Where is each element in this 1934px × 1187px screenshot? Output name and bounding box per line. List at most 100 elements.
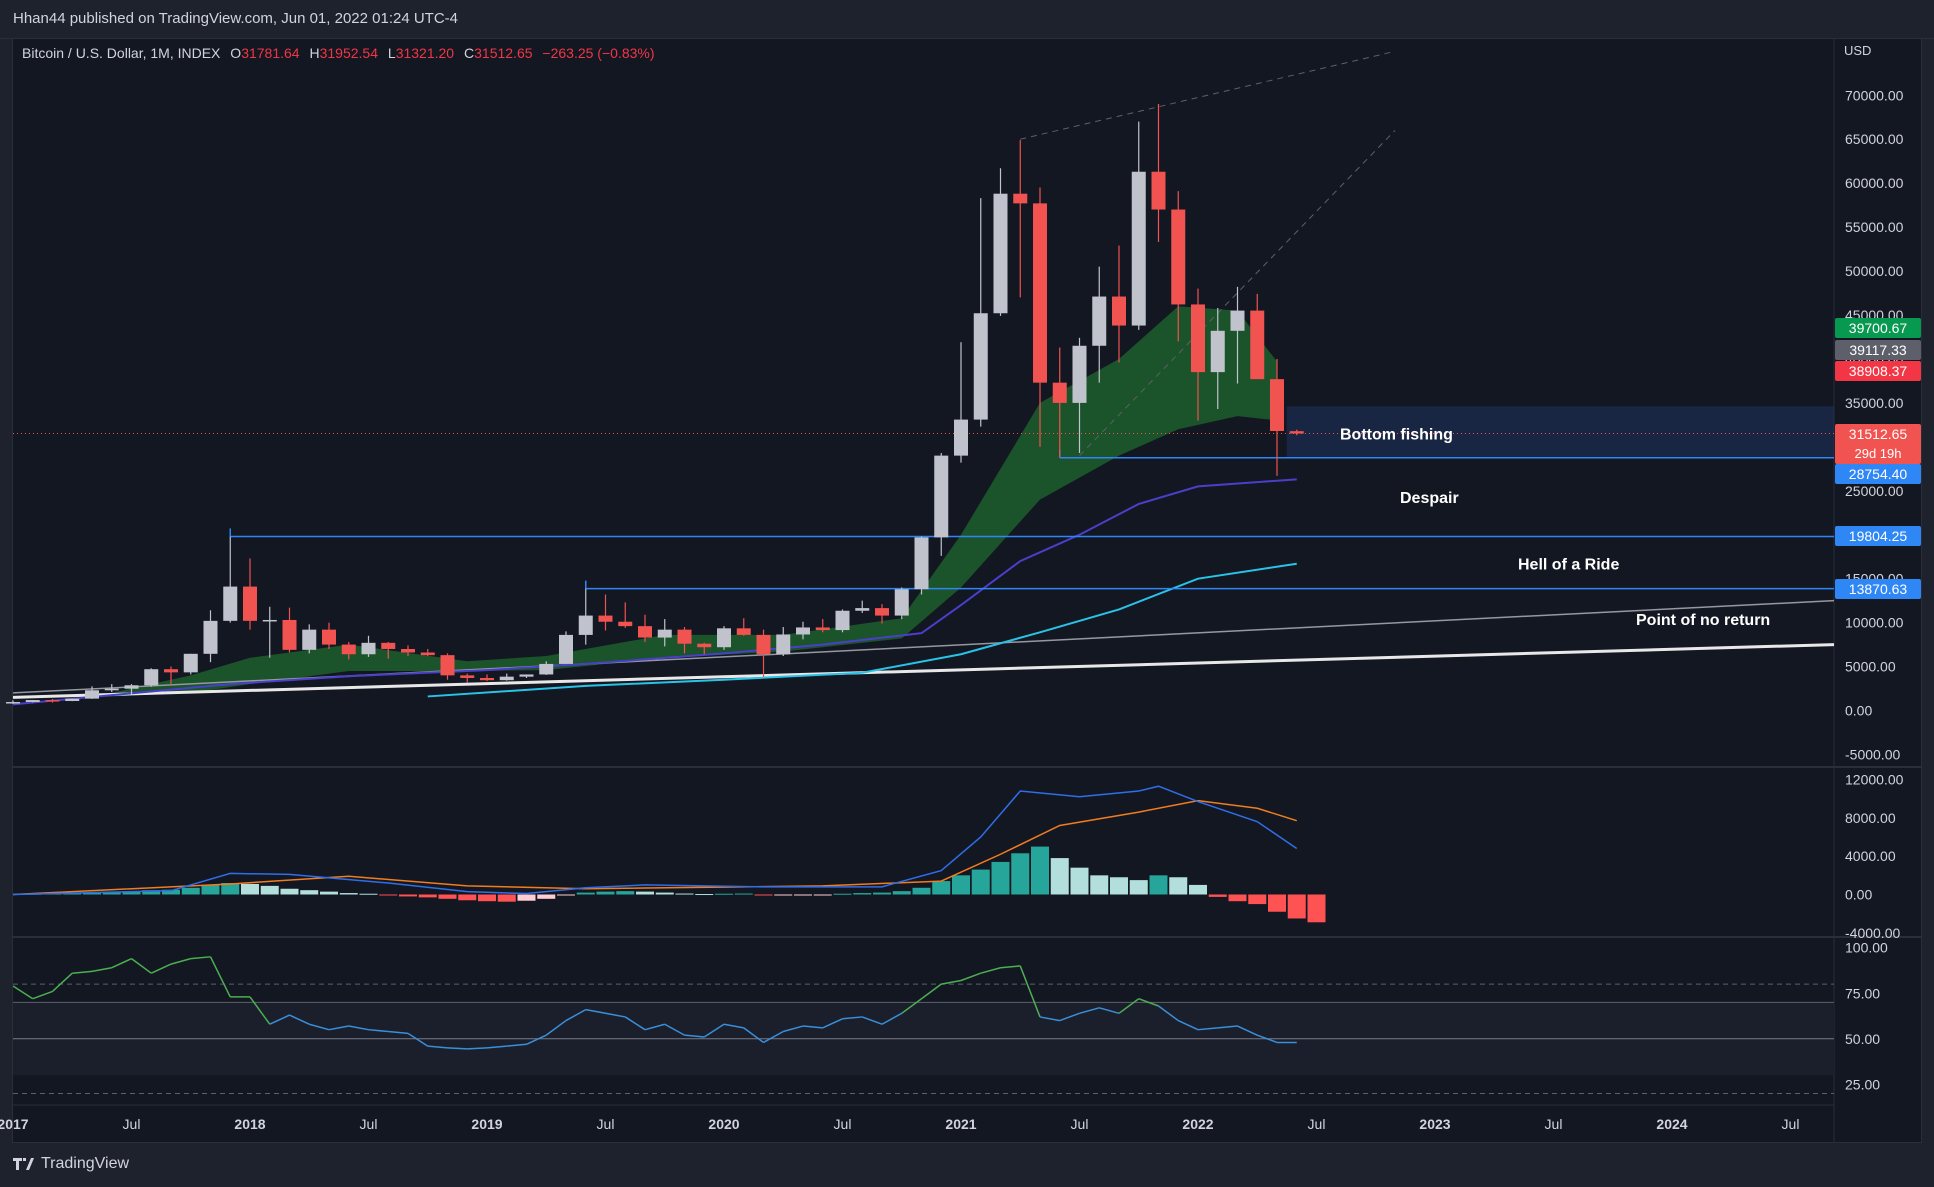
tradingview-brand[interactable]: TradingView <box>13 1155 129 1173</box>
rsi-line-segment <box>822 1018 843 1029</box>
low-label: L <box>387 45 396 61</box>
price-tick-label: 65000.00 <box>1845 131 1904 147</box>
rsi-line-segment <box>664 1023 685 1036</box>
macd-histogram-bar <box>241 883 259 895</box>
macd-histogram-bar <box>1307 894 1326 923</box>
candle-body <box>934 455 949 538</box>
time-tick-label: Jul <box>1782 1116 1800 1132</box>
countdown-label: 29d 19h <box>1855 446 1902 461</box>
time-tick-label: 2023 <box>1419 1116 1450 1132</box>
candle-body <box>1131 171 1146 326</box>
candle-body <box>243 586 257 621</box>
macd-histogram-bar <box>221 883 240 895</box>
candle-body <box>1151 171 1166 210</box>
time-tick-label: 2019 <box>471 1116 502 1132</box>
macd-histogram-bar <box>636 891 654 895</box>
candle-body <box>1171 209 1186 305</box>
time-tick-label: 2024 <box>1656 1116 1687 1132</box>
price-badge <box>1835 424 1921 464</box>
rsi-line-segment <box>565 1008 587 1022</box>
rsi-line-segment <box>348 1025 369 1031</box>
rsi-line-segment <box>249 996 271 1025</box>
candle-body <box>65 698 80 702</box>
candle-body <box>144 669 159 686</box>
time-tick-label: Jul <box>834 1116 852 1132</box>
price-tick-label: 10000.00 <box>1845 615 1904 631</box>
candle-body <box>499 676 514 681</box>
price-badge-label: 13870.63 <box>1849 581 1908 597</box>
rsi-line-segment <box>624 1016 646 1031</box>
rsi-tick-label: 50.00 <box>1845 1031 1880 1047</box>
price-badge <box>1835 526 1921 546</box>
rsi-line-segment <box>1019 965 1041 1018</box>
time-tick-label: 2021 <box>945 1116 976 1132</box>
time-tick-label: Jul <box>1071 1116 1089 1132</box>
candle-body <box>559 634 573 664</box>
price-tick-label: 5000.00 <box>1845 659 1896 675</box>
candle-body <box>796 627 810 635</box>
close-value: 31512.65 <box>474 45 533 61</box>
rsi-line-segment <box>427 1045 448 1049</box>
macd-histogram-bar <box>1228 894 1247 902</box>
rsi-line-segment <box>447 1047 468 1050</box>
macd-histogram-bar <box>596 891 615 895</box>
candle-body <box>1270 379 1284 432</box>
candle-body <box>440 655 455 676</box>
chart-frame <box>12 38 1922 1143</box>
candle-body <box>1033 203 1047 383</box>
rsi-line-segment <box>1000 965 1021 969</box>
rsi-line-segment <box>1158 1005 1179 1022</box>
macd-histogram-bar <box>794 894 812 896</box>
macd-histogram-bar <box>1090 875 1109 895</box>
macd-histogram-bar <box>557 894 575 896</box>
candle-body <box>1230 310 1245 331</box>
rsi-line-segment <box>1197 1027 1218 1031</box>
macd-histogram-bar <box>754 894 773 896</box>
rsi-line-segment <box>783 1025 804 1033</box>
candle-body <box>875 608 889 616</box>
price-tick-label: 0.00 <box>1845 703 1872 719</box>
candle-body <box>1250 310 1265 380</box>
rsi-line-segment <box>901 998 922 1014</box>
candle-body <box>993 193 1008 314</box>
rsi-line-segment <box>269 1014 290 1025</box>
macd-histogram-bar <box>873 892 891 895</box>
candle-body <box>203 620 218 654</box>
rsi-line-segment <box>941 979 962 985</box>
candle-body <box>223 586 238 621</box>
rsi-line-segment <box>545 1019 567 1036</box>
rsi-line-segment <box>980 967 1001 974</box>
macd-histogram-bar <box>655 892 674 895</box>
rsi-line-segment <box>309 1023 330 1031</box>
candle-body <box>736 628 751 635</box>
macd-histogram-bar <box>952 875 970 895</box>
time-tick-label: 2020 <box>708 1116 739 1132</box>
candle-body <box>657 629 672 638</box>
time-tick-label: Jul <box>123 1116 141 1132</box>
macd-histogram-bar <box>576 892 595 895</box>
candle-body <box>85 690 99 699</box>
rsi-line-segment <box>407 1032 429 1047</box>
macd-histogram-bar <box>517 894 536 901</box>
macd-tick-label: 0.00 <box>1845 887 1872 903</box>
macd-histogram-bar <box>616 891 635 895</box>
rsi-line-segment <box>111 957 132 969</box>
rsi-line-segment <box>368 1028 389 1033</box>
bottom-fishing-zone <box>1286 406 1834 458</box>
rsi-line-segment <box>1039 1016 1060 1022</box>
macd-histogram-bar <box>339 893 358 895</box>
candle-body <box>104 688 119 691</box>
macd-histogram-bar <box>300 890 319 895</box>
macd-histogram-bar <box>1129 880 1148 895</box>
macd-histogram-bar <box>399 894 417 897</box>
macd-histogram-bar <box>1050 858 1069 895</box>
price-badge <box>1835 361 1921 381</box>
candle-body <box>322 629 336 645</box>
candle-body <box>697 643 712 648</box>
rsi-line-segment <box>1237 1025 1258 1036</box>
price-badge-label: 39117.33 <box>1849 342 1907 358</box>
rsi-line-segment <box>881 1012 903 1025</box>
rsi-line-segment <box>842 1016 863 1020</box>
candle-body <box>776 634 791 655</box>
